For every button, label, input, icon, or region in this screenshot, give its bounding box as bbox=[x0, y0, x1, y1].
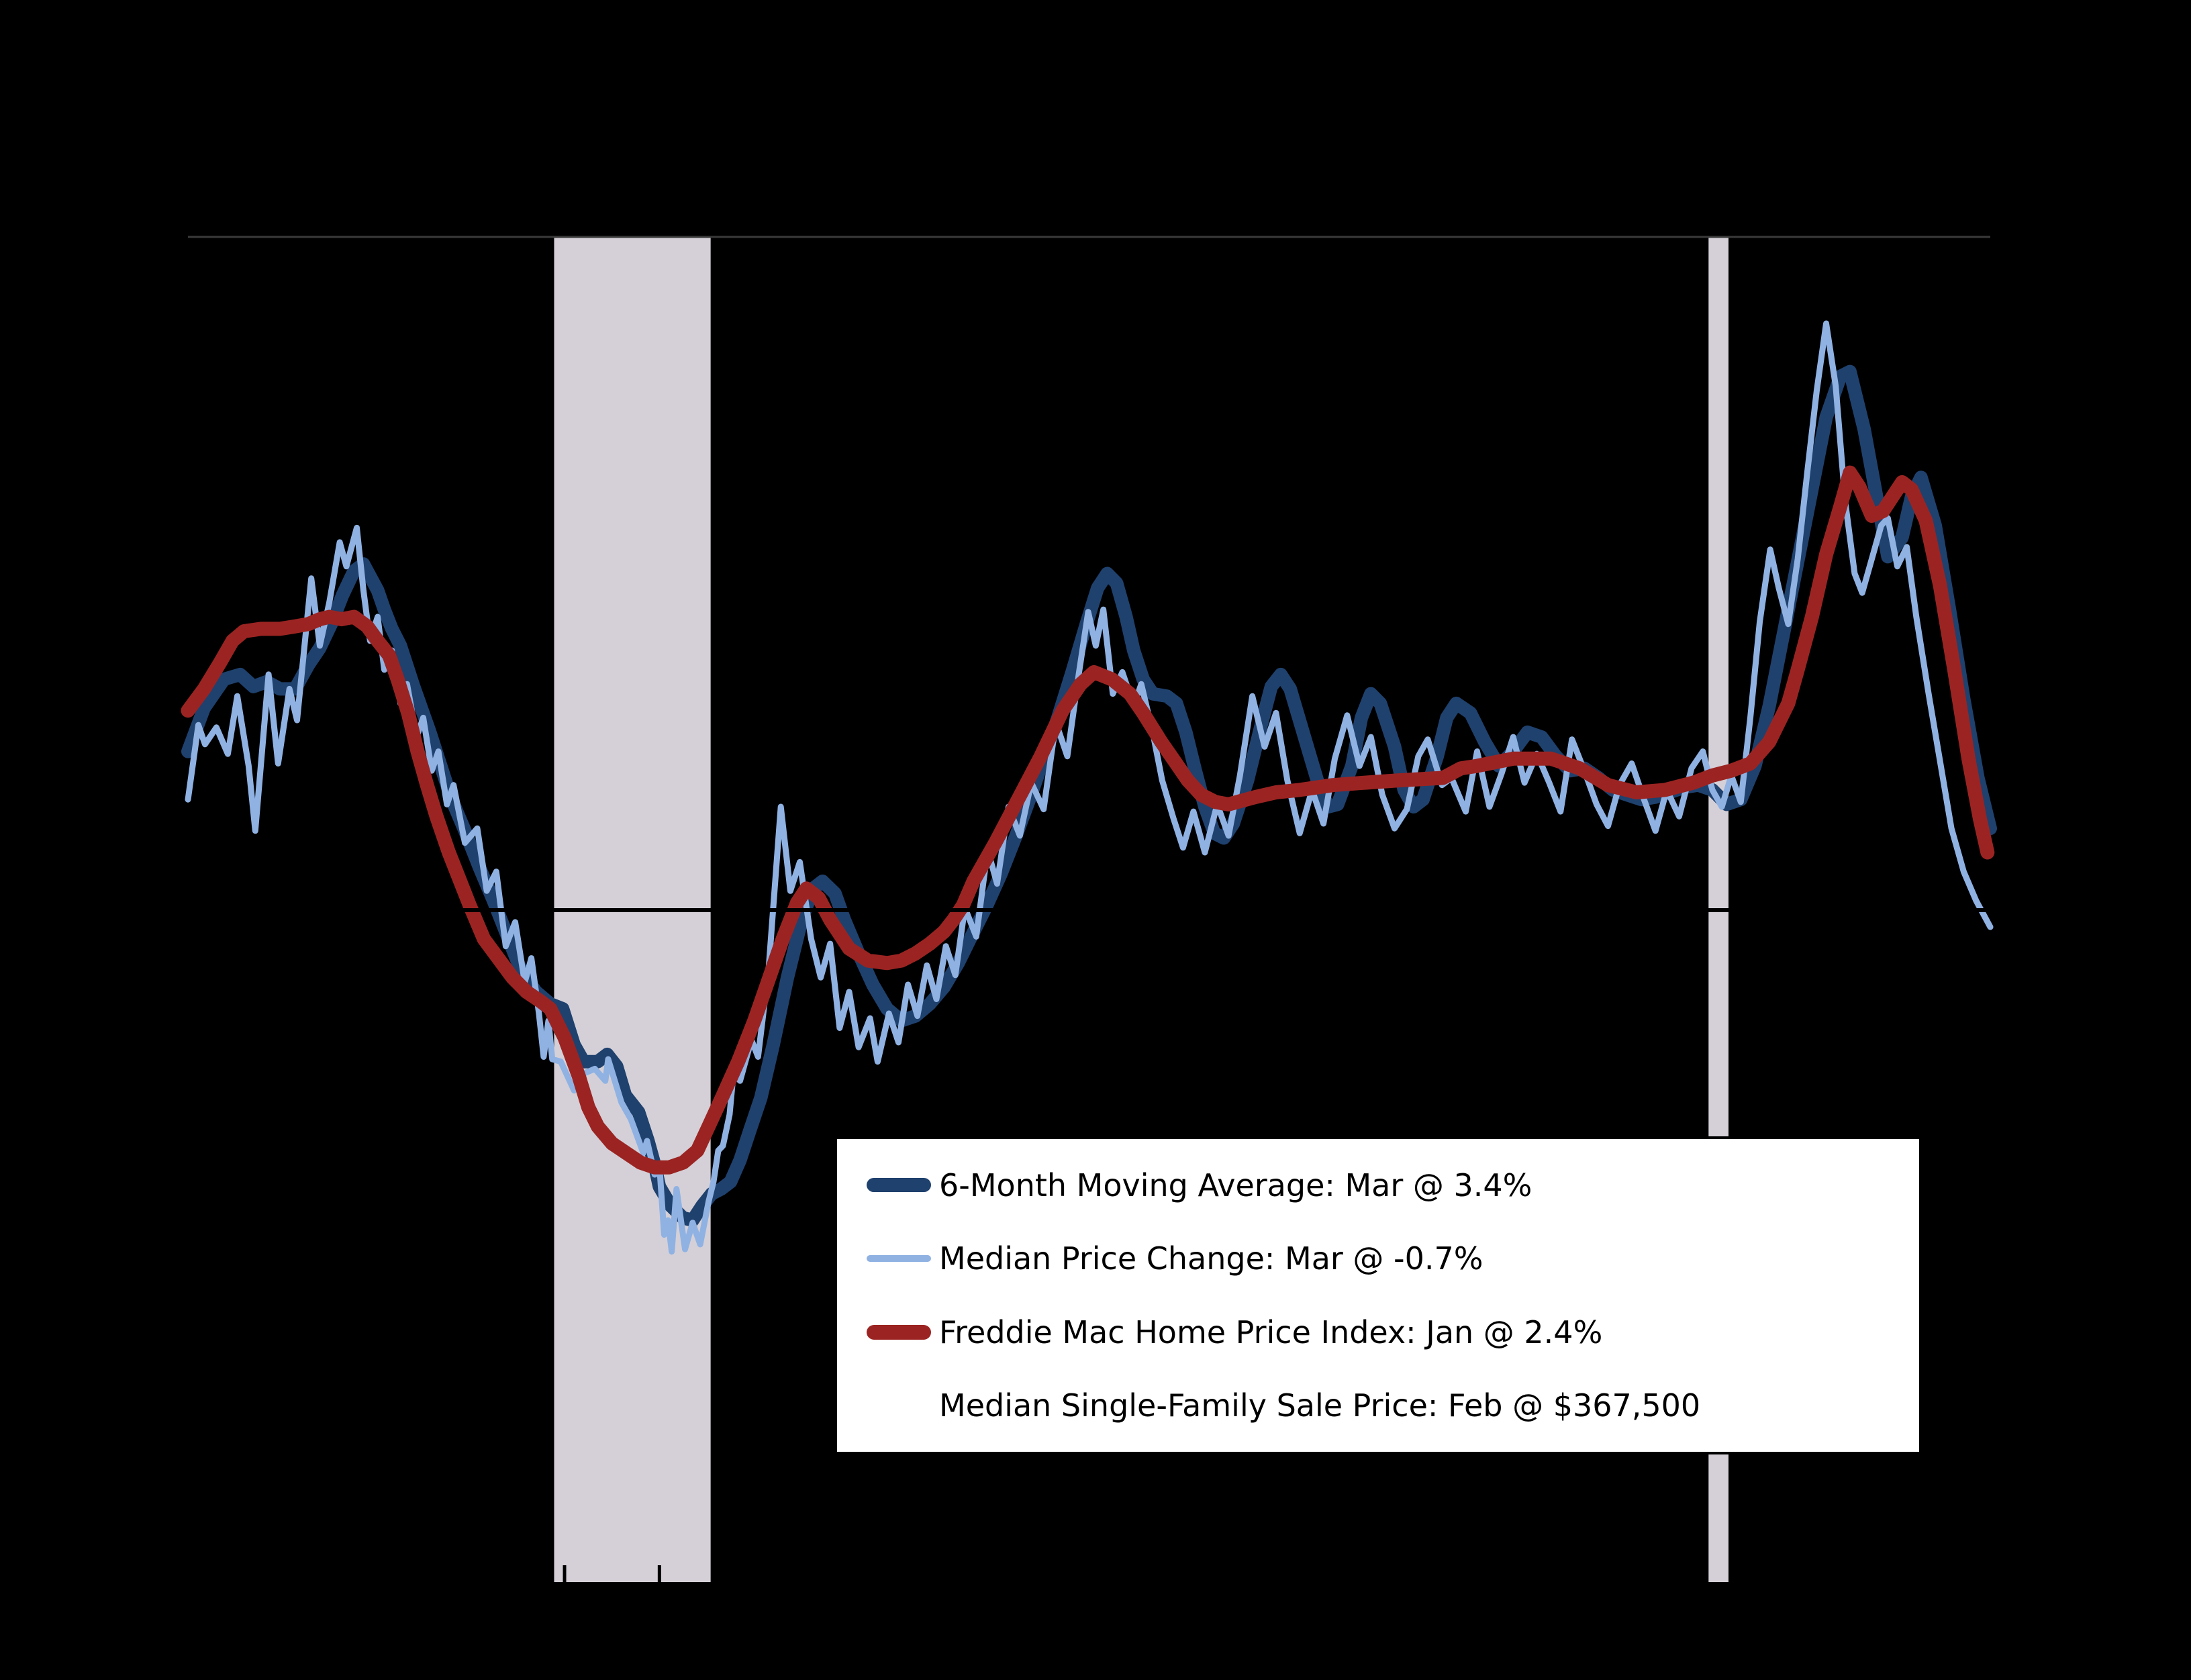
legend-label-median-sale-price: Median Single-Family Sale Price: Feb @ $… bbox=[939, 1387, 1701, 1424]
chart-legend: 6-Month Moving Average: Mar @ 3.4% Media… bbox=[834, 1136, 1922, 1454]
legend-line-swatch-red bbox=[867, 1324, 931, 1340]
legend-item-median-sale-price: Median Single-Family Sale Price: Feb @ $… bbox=[867, 1387, 1906, 1424]
legend-label-freddie-mac-hpi: Freddie Mac Home Price Index: Jan @ 2.4% bbox=[939, 1314, 1603, 1350]
legend-line-swatch-lightblue bbox=[867, 1255, 931, 1263]
legend-item-freddie-mac-hpi: Freddie Mac Home Price Index: Jan @ 2.4% bbox=[867, 1314, 1906, 1350]
legend-item-moving-average: 6-Month Moving Average: Mar @ 3.4% bbox=[867, 1167, 1906, 1203]
legend-label-moving-average: 6-Month Moving Average: Mar @ 3.4% bbox=[939, 1167, 1532, 1203]
legend-line-swatch-navy bbox=[867, 1178, 931, 1193]
legend-label-median-price-change: Median Price Change: Mar @ -0.7% bbox=[939, 1240, 1483, 1277]
legend-item-median-price-change: Median Price Change: Mar @ -0.7% bbox=[867, 1240, 1906, 1277]
series-line-freddie-mac-home-price-index bbox=[181, 465, 1995, 1175]
series-line-median-price-change bbox=[185, 320, 1994, 1255]
